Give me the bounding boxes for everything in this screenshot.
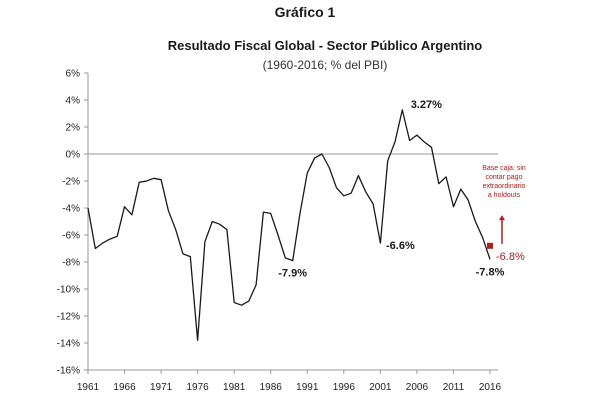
y-tick-label: 6% [66, 69, 81, 80]
adjusted-point-marker [487, 242, 493, 249]
y-tick-label: 2% [66, 123, 81, 134]
y-tick-label: -6% [62, 231, 80, 242]
data-label: -7.9% [278, 268, 307, 280]
y-tick-label: 4% [66, 96, 81, 107]
data-label: 3.27% [411, 99, 442, 111]
x-tick-label: 1981 [223, 382, 246, 393]
y-tick-label: -4% [62, 204, 80, 215]
x-tick-label: 1996 [333, 382, 356, 393]
x-tick-label: 2011 [443, 382, 465, 393]
x-tick-label: 1971 [150, 382, 173, 393]
y-tick-label: 0% [66, 150, 81, 161]
x-axis: 1961 1966 1971 1976 1981 1986 1991 1996 2001 2006… [77, 153, 502, 393]
note-line: contar pago [486, 174, 523, 181]
adjusted-point-label: -6.8% [496, 251, 525, 263]
x-tick-label: 2001 [369, 382, 392, 393]
y-tick-label: -16% [57, 366, 80, 377]
x-tick-label: 1961 [77, 382, 100, 393]
data-label: -7.8% [476, 266, 505, 278]
x-tick-label: 1986 [260, 382, 283, 393]
chart-subtitle: (1960-2016; % del PBI) [262, 58, 388, 72]
data-label: -6.6% [386, 240, 415, 252]
y-tick-label: -10% [57, 285, 80, 296]
note-line: a holdouts [488, 192, 521, 199]
x-tick-label: 2016 [479, 382, 502, 393]
y-tick-label: -12% [57, 312, 80, 323]
x-tick-label: 1991 [296, 382, 319, 393]
y-tick-label: -14% [57, 339, 80, 350]
y-tick-label: -2% [62, 177, 80, 188]
annotation-layer: -7.9% -6.6% 3.27% -7.8% -6.8% Base caja: sin c… [278, 99, 526, 280]
x-tick-label: 1976 [187, 382, 210, 393]
y-axis: 6% 4% 2% 0% -2% -4% -6% -8% -10% -12% -14% -16% [57, 69, 89, 377]
note-arrow-head [499, 215, 505, 221]
y-tick-label: -8% [62, 258, 80, 269]
x-tick-label: 1966 [113, 382, 136, 393]
series-line [87, 109, 491, 341]
note-line: extraordinario [483, 183, 526, 190]
page-heading: Gráfico 1 [274, 4, 336, 20]
x-tick-label: 2006 [406, 382, 429, 393]
note-line: Base caja: sin [482, 165, 526, 172]
chart-title: Resultado Fiscal Global - Sector Público… [167, 38, 483, 53]
series-layer [87, 109, 491, 341]
